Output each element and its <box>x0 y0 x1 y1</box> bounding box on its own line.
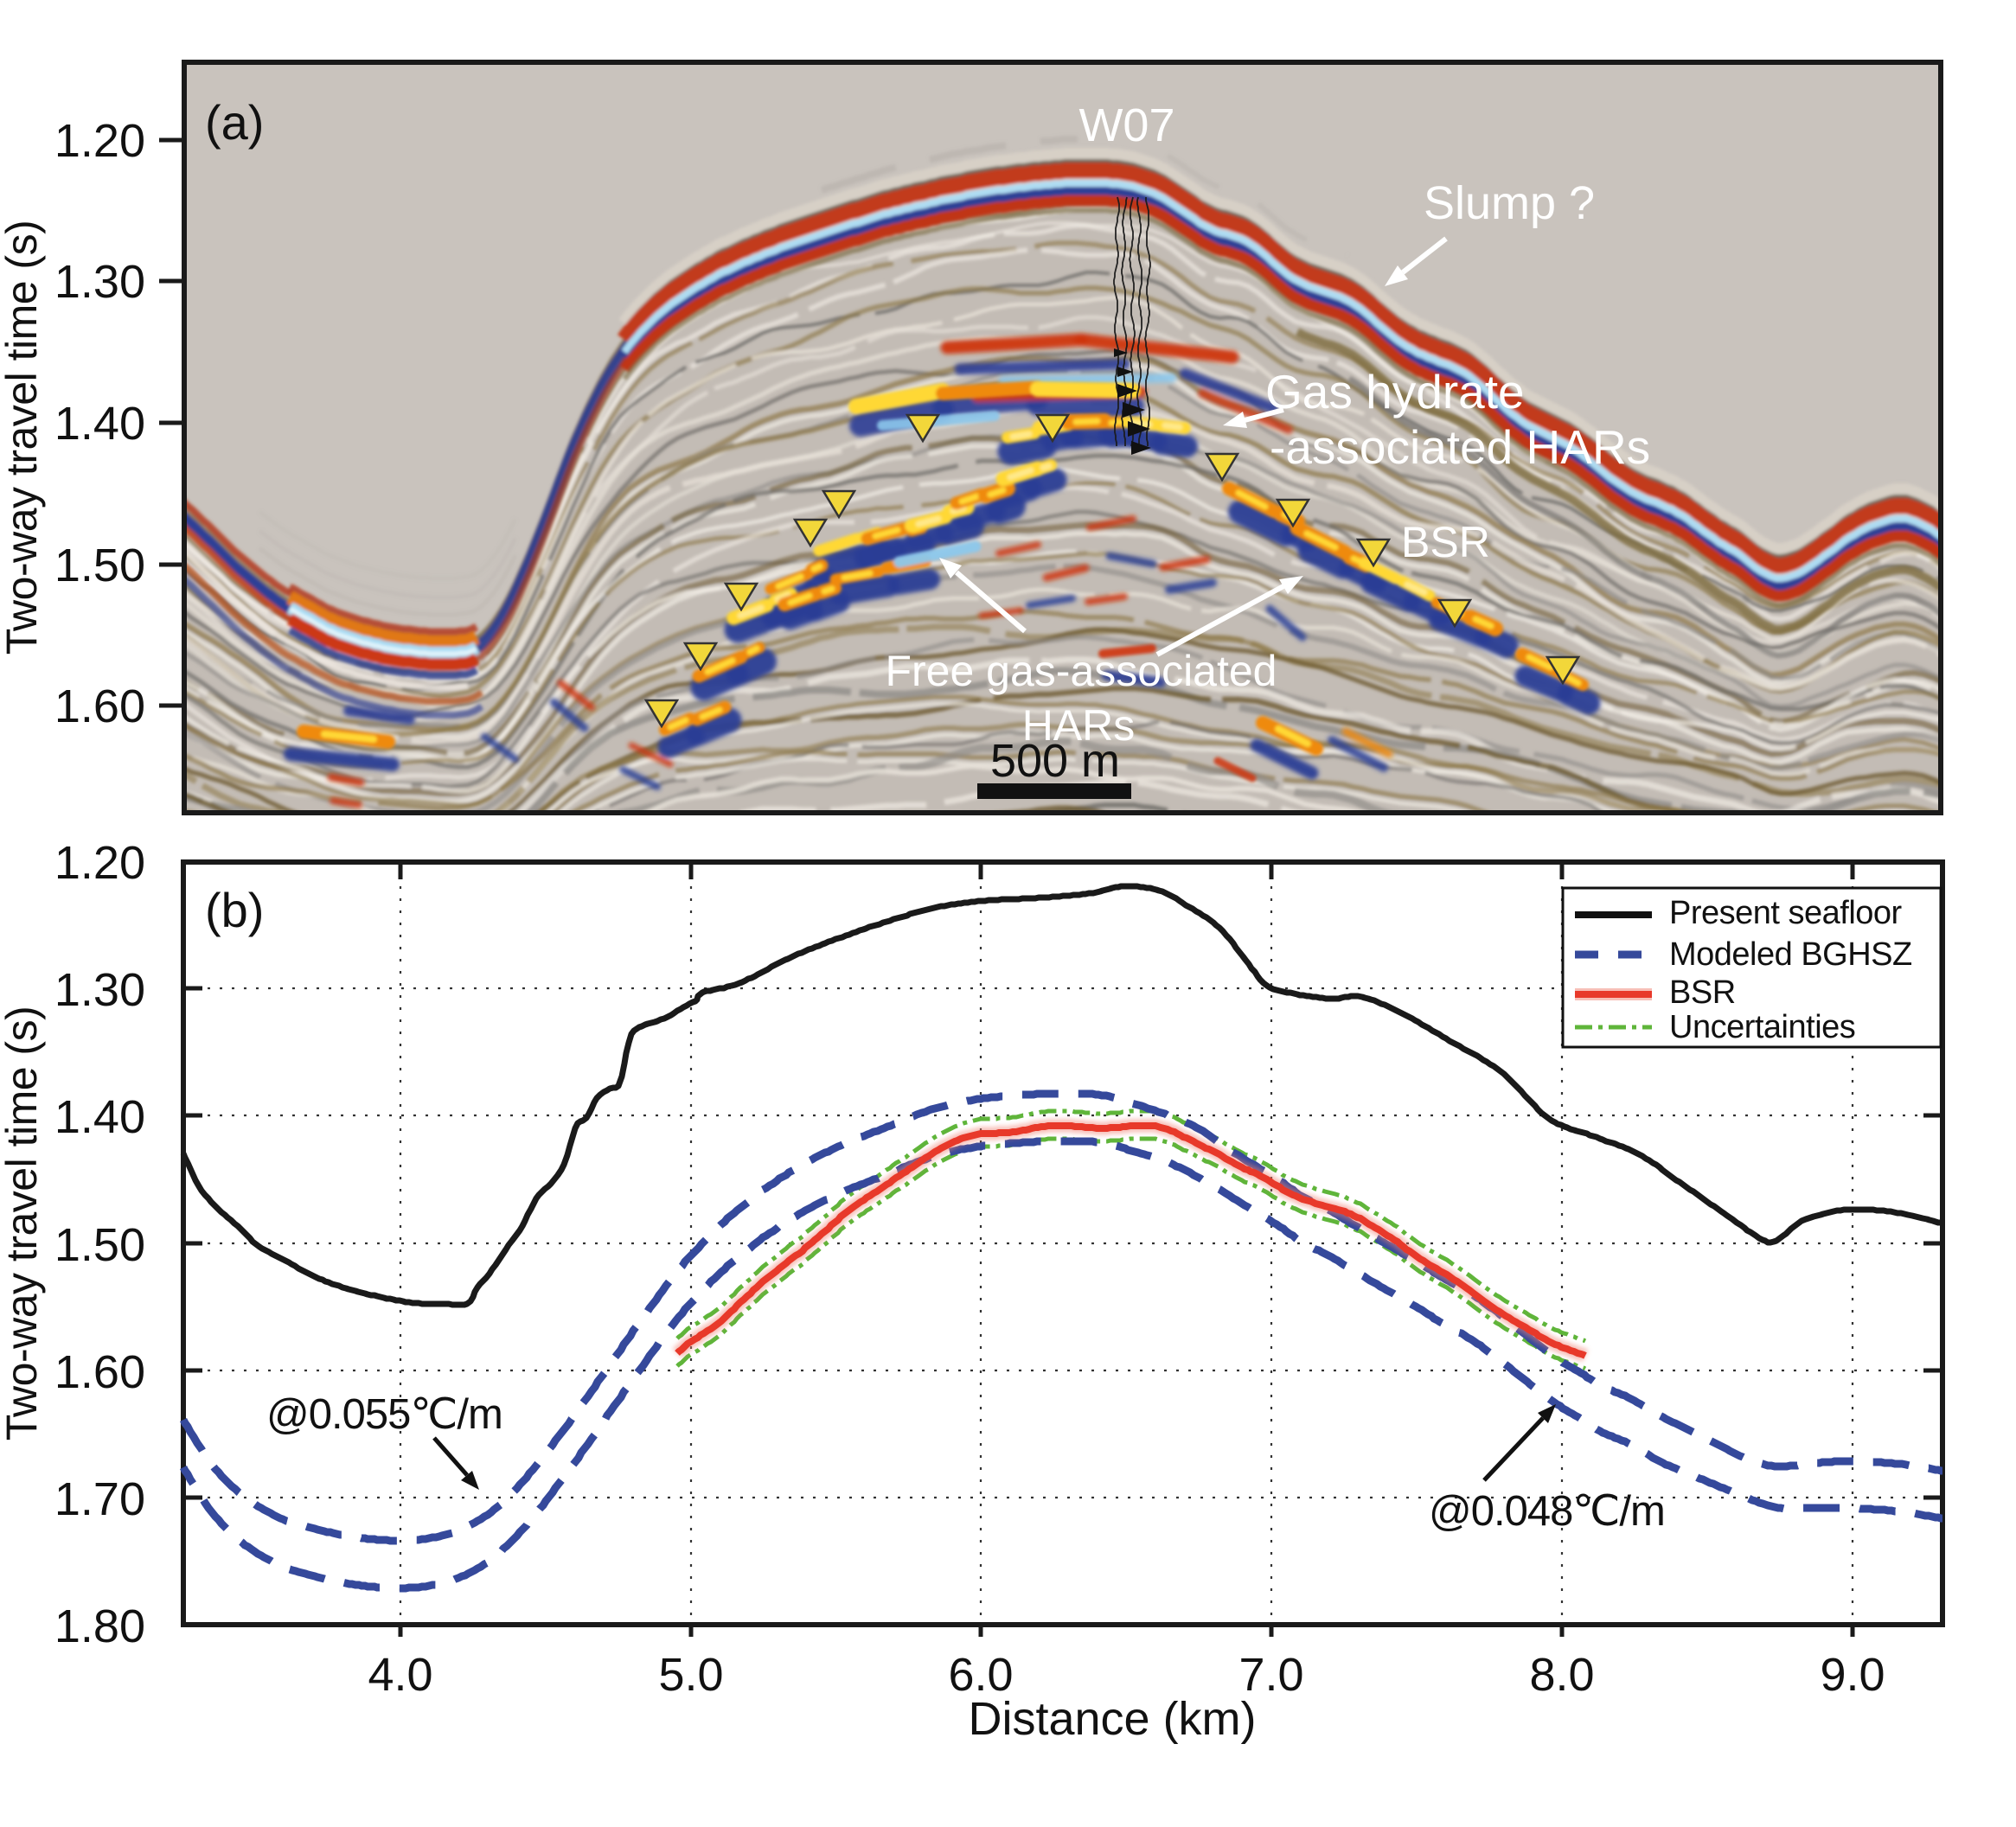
svg-text:1.60: 1.60 <box>54 680 145 732</box>
svg-text:W07: W07 <box>1078 99 1174 151</box>
svg-text:-associated HARs: -associated HARs <box>1270 420 1650 474</box>
svg-text:HARs: HARs <box>1022 701 1136 750</box>
svg-text:9.0: 9.0 <box>1820 1649 1885 1701</box>
svg-text:1.20: 1.20 <box>54 837 145 889</box>
svg-text:@0.048℃/m: @0.048℃/m <box>1429 1488 1665 1535</box>
svg-text:1.70: 1.70 <box>54 1473 145 1525</box>
svg-text:BSR: BSR <box>1401 518 1490 566</box>
svg-text:Present seafloor: Present seafloor <box>1669 895 1903 931</box>
svg-text:1.40: 1.40 <box>54 398 145 450</box>
svg-text:4.0: 4.0 <box>368 1649 432 1701</box>
svg-text:Modeled BGHSZ: Modeled BGHSZ <box>1669 936 1912 973</box>
svg-text:@0.055℃/m: @0.055℃/m <box>266 1391 502 1438</box>
svg-text:1.80: 1.80 <box>54 1600 145 1652</box>
svg-text:BSR: BSR <box>1669 974 1736 1011</box>
svg-text:1.50: 1.50 <box>54 1219 145 1271</box>
svg-text:7.0: 7.0 <box>1238 1649 1303 1701</box>
svg-text:Two-way travel time (s): Two-way travel time (s) <box>0 220 46 655</box>
svg-text:1.30: 1.30 <box>54 256 145 308</box>
svg-text:1.40: 1.40 <box>54 1091 145 1143</box>
svg-text:1.60: 1.60 <box>54 1346 145 1398</box>
svg-text:1.30: 1.30 <box>54 964 145 1016</box>
svg-text:Slump ?: Slump ? <box>1424 177 1595 229</box>
svg-text:Distance (km): Distance (km) <box>968 1693 1256 1745</box>
svg-text:5.0: 5.0 <box>658 1649 723 1701</box>
svg-text:Two-way travel time (s): Two-way travel time (s) <box>0 1006 46 1441</box>
svg-text:500 m: 500 m <box>990 735 1120 787</box>
svg-text:1.50: 1.50 <box>54 540 145 591</box>
svg-text:(a): (a) <box>205 95 264 150</box>
svg-text:Free gas-associated: Free gas-associated <box>885 647 1277 695</box>
svg-text:1.20: 1.20 <box>54 115 145 167</box>
svg-text:(b): (b) <box>205 883 264 937</box>
svg-text:Uncertainties: Uncertainties <box>1669 1009 1855 1045</box>
svg-text:6.0: 6.0 <box>948 1649 1013 1701</box>
svg-text:Gas hydrate: Gas hydrate <box>1265 365 1525 418</box>
svg-text:8.0: 8.0 <box>1529 1649 1594 1701</box>
